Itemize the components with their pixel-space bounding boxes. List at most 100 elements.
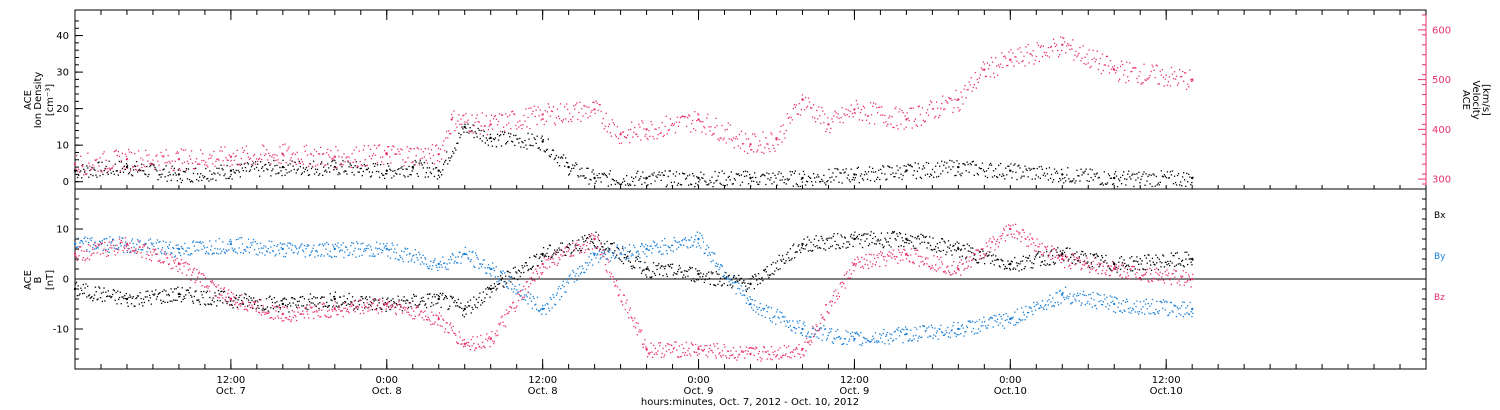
data-point xyxy=(937,162,939,164)
data-point xyxy=(998,164,1000,166)
data-point xyxy=(95,174,97,176)
data-point xyxy=(786,253,788,256)
data-point xyxy=(819,181,821,183)
data-point xyxy=(701,278,703,280)
data-point xyxy=(513,134,515,137)
data-point xyxy=(848,340,850,342)
data-point xyxy=(392,170,394,172)
data-point xyxy=(697,184,699,186)
data-point xyxy=(1039,307,1041,309)
data-point xyxy=(720,183,722,185)
data-point xyxy=(263,245,265,247)
data-point xyxy=(486,139,488,141)
data-point xyxy=(440,306,442,308)
data-point xyxy=(668,247,670,249)
data-point xyxy=(164,176,166,178)
data-point xyxy=(806,181,809,183)
data-point xyxy=(274,255,276,257)
data-point xyxy=(462,115,464,117)
data-point xyxy=(338,155,340,158)
data-point xyxy=(939,165,941,167)
data-point xyxy=(391,304,393,306)
data-point xyxy=(689,115,691,117)
data-point xyxy=(1182,176,1184,178)
data-point xyxy=(1113,173,1116,175)
data-point xyxy=(312,155,315,157)
data-point xyxy=(90,173,92,176)
data-point xyxy=(312,160,315,162)
data-point xyxy=(164,162,166,164)
data-point xyxy=(904,326,907,328)
data-point xyxy=(219,300,221,302)
data-point xyxy=(77,237,79,239)
data-point xyxy=(235,155,237,157)
data-point xyxy=(400,256,402,258)
data-point xyxy=(278,253,281,255)
data-point xyxy=(678,241,680,243)
data-point xyxy=(390,248,392,250)
data-point xyxy=(336,166,338,169)
data-point xyxy=(372,153,375,155)
data-point xyxy=(1116,67,1119,69)
bottom-left-label-line1: ACE xyxy=(23,270,34,290)
data-point xyxy=(250,242,252,244)
data-point xyxy=(426,265,429,268)
data-point xyxy=(540,137,542,139)
data-point xyxy=(1156,256,1159,259)
data-point xyxy=(534,304,536,306)
data-point xyxy=(123,165,126,167)
data-point xyxy=(281,152,283,154)
data-point xyxy=(715,117,717,119)
data-point xyxy=(403,165,405,167)
data-point xyxy=(1109,60,1112,62)
data-point xyxy=(517,121,519,123)
data-point xyxy=(734,281,736,283)
data-point xyxy=(993,175,996,177)
data-point xyxy=(1159,300,1161,302)
data-point xyxy=(104,241,106,244)
data-point xyxy=(692,119,694,122)
data-point xyxy=(977,81,979,83)
data-point xyxy=(437,174,440,176)
data-point xyxy=(704,127,706,129)
data-point xyxy=(862,336,865,339)
data-point xyxy=(269,164,271,166)
data-point xyxy=(1030,168,1032,170)
data-point xyxy=(677,271,679,273)
data-point xyxy=(726,277,728,279)
data-point xyxy=(83,174,85,176)
series-point xyxy=(281,153,284,156)
data-point xyxy=(190,180,193,182)
data-point xyxy=(219,248,221,250)
data-point xyxy=(349,163,351,165)
data-point xyxy=(261,167,263,169)
data-point xyxy=(692,244,694,247)
data-point xyxy=(831,245,834,247)
data-point xyxy=(111,167,113,169)
data-point xyxy=(826,128,828,130)
data-point xyxy=(1030,53,1032,55)
data-point xyxy=(1133,67,1135,69)
data-point xyxy=(957,106,959,109)
data-point xyxy=(600,181,602,183)
data-point xyxy=(972,86,974,89)
data-point xyxy=(1060,179,1062,181)
data-point xyxy=(247,156,250,158)
data-point xyxy=(598,173,600,175)
data-point xyxy=(528,291,530,294)
data-point xyxy=(680,244,682,246)
data-point xyxy=(965,170,967,172)
data-point xyxy=(328,255,330,257)
data-point xyxy=(709,283,711,285)
data-point xyxy=(950,97,952,100)
data-point xyxy=(399,173,401,175)
data-point xyxy=(1169,260,1172,262)
data-point xyxy=(576,163,578,166)
data-point xyxy=(926,327,928,329)
data-point xyxy=(398,150,400,153)
data-point xyxy=(987,255,989,257)
data-point xyxy=(139,240,141,242)
data-point xyxy=(730,283,732,285)
data-point xyxy=(278,249,280,251)
data-point xyxy=(1147,254,1149,256)
